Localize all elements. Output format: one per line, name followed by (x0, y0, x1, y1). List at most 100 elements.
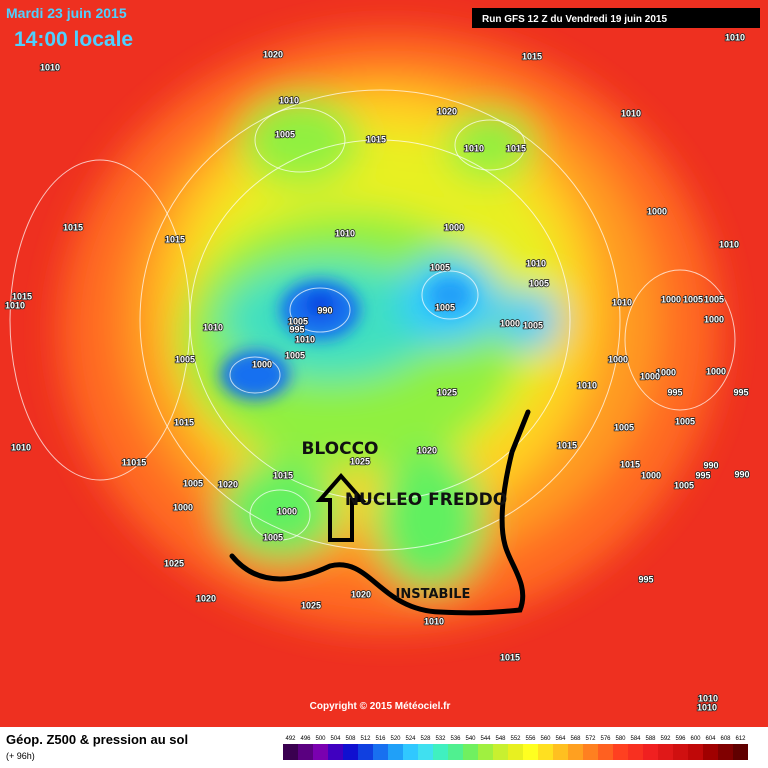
pressure-label: 1015 (522, 51, 542, 61)
pressure-label: 1000 (641, 470, 661, 480)
scale-label: 584 (630, 736, 641, 742)
scale-swatch (478, 744, 493, 760)
pressure-label: 1010 (612, 297, 632, 307)
pressure-label: 1005 (675, 416, 695, 426)
pressure-label: 1005 (614, 422, 634, 432)
pressure-label: 1020 (218, 479, 238, 489)
pressure-label: 1000 (252, 359, 272, 369)
pressure-label: 1015 (366, 134, 386, 144)
scale-label: 520 (390, 736, 401, 742)
pressure-label: 1000 (500, 318, 520, 328)
pressure-label: 1005 (683, 294, 703, 304)
scale-label: 592 (660, 736, 671, 742)
scale-label: 508 (345, 736, 356, 742)
date: Mardi 23 juin 2015 (6, 5, 127, 21)
pressure-label: 1010 (424, 616, 444, 626)
pressure-label: 1005 (288, 316, 308, 326)
scale-label: 496 (300, 736, 311, 742)
scale-swatch (403, 744, 418, 760)
scale-swatch (418, 744, 433, 760)
pressure-label: 1010 (40, 62, 60, 72)
pressure-label: 1005 (674, 480, 694, 490)
legend-title: Géop. Z500 & pression au sol (6, 732, 188, 747)
scale-swatch (373, 744, 388, 760)
pressure-label: 1020 (196, 593, 216, 603)
pressure-label: 1015 (273, 470, 293, 480)
scale-swatch (553, 744, 568, 760)
scale-swatch (568, 744, 583, 760)
pressure-label: 1005 (430, 262, 450, 272)
pressure-label: 1015 (506, 143, 526, 153)
block-label: BLOCCO (301, 439, 378, 459)
scale-label: 548 (495, 736, 506, 742)
pressure-label: 1000 (444, 222, 464, 232)
pressure-label: 1005 (523, 320, 543, 330)
pressure-label: 1000 (656, 367, 676, 377)
pressure-label: 1010 (11, 442, 31, 452)
pressure-label: 1010 (5, 300, 25, 310)
scale-swatch (463, 744, 478, 760)
run-info: Run GFS 12 Z du Vendredi 19 juin 2015 (482, 14, 667, 25)
pressure-label: 1005 (183, 478, 203, 488)
pressure-label: 1000 (277, 506, 297, 516)
pressure-label: 995 (695, 470, 710, 480)
scale-swatch (508, 744, 523, 760)
scale-swatch (643, 744, 658, 760)
pressure-label: 990 (703, 460, 718, 470)
map-field (0, 0, 768, 727)
scale-label: 500 (315, 736, 326, 742)
copyright: Copyright © 2015 Météociel.fr (310, 701, 451, 712)
scale-swatch (658, 744, 673, 760)
scale-swatch (328, 744, 343, 760)
pressure-label: 1005 (175, 354, 195, 364)
pressure-label: 1015 (557, 440, 577, 450)
scale-label: 612 (735, 736, 746, 742)
pressure-label: 1010 (526, 258, 546, 268)
pressure-label: 1015 (165, 234, 185, 244)
pressure-label: 1025 (301, 600, 321, 610)
pressure-label: 1010 (697, 702, 717, 712)
pressure-label: 1010 (295, 334, 315, 344)
scale-label: 580 (615, 736, 626, 742)
pressure-label: 1010 (279, 95, 299, 105)
scale-label: 568 (570, 736, 581, 742)
pressure-label: 1005 (529, 278, 549, 288)
scale-label: 540 (465, 736, 476, 742)
local-time: 14:00 locale (14, 28, 133, 51)
scale-label: 572 (585, 736, 596, 742)
pressure-label: 1010 (719, 239, 739, 249)
pressure-label: 995 (733, 387, 748, 397)
pressure-label: 1000 (706, 366, 726, 376)
scale-swatch (613, 744, 628, 760)
pressure-label: 1010 (698, 693, 718, 703)
scale-swatch (598, 744, 613, 760)
scale-swatch (718, 744, 733, 760)
scale-label: 516 (375, 736, 386, 742)
pressure-label: 11015 (122, 457, 147, 467)
pressure-label: 1020 (263, 49, 283, 59)
scale-swatch (673, 744, 688, 760)
scale-swatch (298, 744, 313, 760)
pressure-label: 1015 (620, 459, 640, 469)
pressure-label: 1010 (621, 108, 641, 118)
scale-swatch (538, 744, 553, 760)
pressure-label: 1025 (164, 558, 184, 568)
pressure-label: 1015 (174, 417, 194, 427)
scale-label: 492 (285, 736, 296, 742)
pressure-label: 1005 (275, 129, 295, 139)
scale-label: 596 (675, 736, 686, 742)
scale-swatch (523, 744, 538, 760)
pressure-label: 995 (667, 387, 682, 397)
scale-swatch (628, 744, 643, 760)
scale-swatch (358, 744, 373, 760)
scale-label: 552 (510, 736, 521, 742)
pressure-label: 1020 (417, 445, 437, 455)
pressure-label: 1010 (577, 380, 597, 390)
pressure-label: 1015 (12, 291, 32, 301)
pressure-label: 1015 (63, 222, 83, 232)
pressure-label: 1010 (335, 228, 355, 238)
run-box (472, 8, 760, 28)
pressure-label: 1020 (437, 106, 457, 116)
scale-swatch (448, 744, 463, 760)
